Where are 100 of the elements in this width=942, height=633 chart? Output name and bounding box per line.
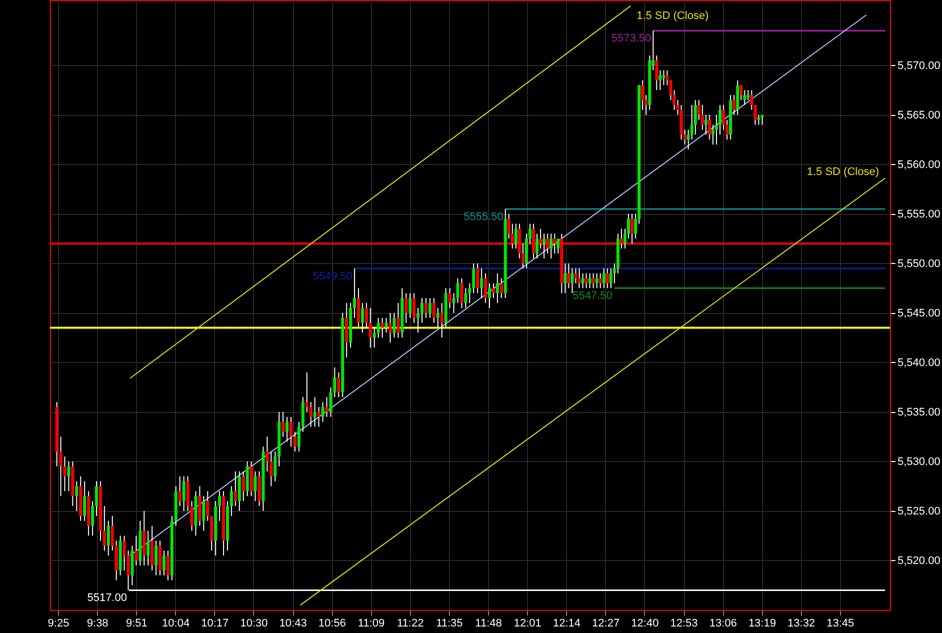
candlestick <box>428 298 432 318</box>
candlestick <box>368 307 372 348</box>
candlestick <box>448 288 452 308</box>
candlestick <box>606 268 609 289</box>
candlestick <box>242 470 245 502</box>
candlestick <box>416 307 420 334</box>
candlestick <box>424 298 428 318</box>
candlestick <box>412 292 416 324</box>
x-tick-label: 12:01 <box>514 618 542 630</box>
candlestick <box>496 272 499 304</box>
candlestick <box>578 268 581 289</box>
candlestick <box>384 317 388 334</box>
candlestick <box>333 366 336 398</box>
x-tick-label: 9:25 <box>48 618 70 630</box>
candlestick <box>732 94 736 116</box>
y-tick-label: 5,520.00 <box>898 554 940 567</box>
candlestick <box>514 223 518 250</box>
y-tick-label: 5,545.00 <box>898 307 940 320</box>
candlestick <box>75 480 78 512</box>
y-tick-label: 5,540.00 <box>898 356 940 369</box>
candlestick <box>293 431 296 452</box>
candlestick <box>286 416 289 442</box>
candlestick <box>313 396 316 428</box>
y-tick-label: 5,570.00 <box>898 60 940 72</box>
candlestick <box>408 292 412 318</box>
series-label: 5573.50 <box>611 32 652 45</box>
candlestick <box>574 268 578 284</box>
candlestick <box>376 317 380 338</box>
candlestick <box>274 451 277 482</box>
y-tick-label: 5,565.00 <box>898 109 940 122</box>
candlestick <box>329 386 332 418</box>
x-tick-label: 12:27 <box>592 618 620 630</box>
candlestick <box>337 372 340 398</box>
candlestick <box>592 272 595 289</box>
candlestick <box>110 515 114 552</box>
candlestick <box>550 233 553 259</box>
y-tick-label: 5,535.00 <box>898 406 940 418</box>
x-tick-label: 13:45 <box>826 618 854 630</box>
candlestick <box>218 490 222 522</box>
candlestick <box>305 372 308 412</box>
y-tick-label: 5,555.00 <box>898 208 940 220</box>
candlestick <box>472 262 476 294</box>
candlestick <box>95 480 98 516</box>
x-tick-label: 11:22 <box>397 618 424 630</box>
candlestick <box>254 470 257 502</box>
series-label: 5555.50 <box>464 210 504 223</box>
candlestick <box>353 268 356 318</box>
candlestick <box>325 396 328 418</box>
candlestick <box>372 327 376 348</box>
x-tick-label: 11:35 <box>436 618 463 630</box>
x-tick-label: 13:32 <box>788 618 816 630</box>
candlestick <box>364 302 368 328</box>
candlestick <box>476 262 480 294</box>
x-tick-label: 9:38 <box>86 618 108 630</box>
candlestick <box>404 292 408 324</box>
candlestick <box>484 272 488 304</box>
series-label: 5517.00 <box>87 592 127 604</box>
y-tick-label: 5,525.00 <box>898 505 940 518</box>
x-tick-label: 10:04 <box>162 618 190 630</box>
candlestick <box>360 302 364 334</box>
candlestick <box>704 114 708 136</box>
candlestick <box>102 506 106 552</box>
candlestick <box>746 90 750 101</box>
x-tick-label: 12:14 <box>552 618 580 630</box>
x-tick-label: 12:53 <box>670 618 698 630</box>
candlestick <box>536 233 539 259</box>
candlestick <box>542 233 546 259</box>
candlestick <box>206 490 210 522</box>
candlestick <box>432 298 436 324</box>
candlestick <box>91 500 94 536</box>
candlestick <box>166 550 170 581</box>
candlestick <box>694 100 697 136</box>
y-tick-label: 5,550.00 <box>898 258 940 270</box>
candlestick <box>234 470 237 507</box>
candlestick <box>708 114 711 140</box>
candlestick <box>480 268 484 299</box>
candlestick <box>588 272 592 289</box>
candlestick <box>598 272 602 289</box>
candlestick <box>440 302 444 338</box>
candlestick <box>564 262 567 294</box>
candlestick <box>460 278 464 308</box>
candlestick <box>602 268 606 289</box>
candlestick <box>266 436 269 472</box>
candlestick <box>740 84 743 101</box>
candlestick <box>492 282 495 299</box>
candlestick <box>154 540 158 576</box>
candlestick <box>388 312 392 344</box>
x-tick-label: 10:56 <box>318 618 346 630</box>
candlestick <box>122 535 126 571</box>
x-tick-label: 10:17 <box>201 618 229 630</box>
candlestick <box>757 114 760 126</box>
candlestick <box>106 520 110 556</box>
candlestick <box>134 535 138 566</box>
candlestick <box>500 278 503 299</box>
candlestick <box>190 500 194 532</box>
candlestick <box>570 268 574 294</box>
candlestick <box>202 496 206 532</box>
series-label: 5547.50 <box>572 290 612 302</box>
candlestick <box>282 411 285 438</box>
candlestick <box>182 476 186 512</box>
